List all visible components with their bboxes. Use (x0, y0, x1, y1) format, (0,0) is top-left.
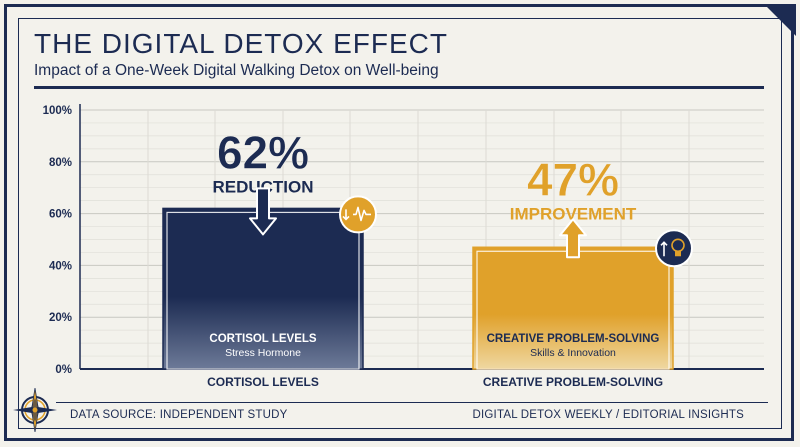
bar-inner-title: CORTISOL LEVELS (209, 333, 316, 345)
badge-circle (339, 195, 377, 234)
outer-frame (4, 4, 794, 441)
bar-value-label: 62% (217, 126, 309, 178)
bar-value-label: 47% (527, 153, 619, 205)
badge-up-arrow (660, 241, 668, 257)
badge-circle (655, 229, 693, 268)
badge-down-arrow (342, 209, 350, 221)
compass-icon (13, 387, 57, 433)
arrow-up-icon (559, 218, 587, 259)
bar-inner-subtitle: Skills & Innovation (530, 347, 616, 359)
footer-divider (56, 402, 768, 403)
y-tick-label: 100% (43, 105, 72, 117)
footer-credit: DIGITAL DETOX WEEKLY / EDITORIAL INSIGHT… (472, 409, 744, 421)
x-tick-label: CREATIVE PROBLEM-SOLVING (483, 375, 663, 389)
bar-group: CORTISOL LEVELS CORTISOL LEVELS Stress Hor… (162, 126, 377, 389)
page-subtitle: Impact of a One-Week Digital Walking Det… (34, 62, 439, 79)
title-rule (34, 86, 764, 89)
y-tick-label: 0% (55, 364, 72, 376)
bar-group: CREATIVE PROBLEM-SOLVING CREATIVE PROBLEM… (472, 153, 693, 389)
arrow-down-icon (249, 187, 277, 236)
x-tick-label: CORTISOL LEVELS (207, 375, 319, 389)
y-tick-label: 20% (49, 312, 72, 324)
bar (472, 246, 674, 370)
bar-callout: IMPROVEMENT (510, 204, 637, 223)
y-tick-label: 40% (49, 260, 72, 272)
pulse-down-icon (339, 195, 377, 234)
inner-frame (18, 18, 782, 429)
footer-source: DATA SOURCE: INDEPENDENT STUDY (70, 409, 288, 421)
lightbulb-up-icon (655, 229, 693, 268)
badge-pulse-line (353, 206, 371, 222)
bar-inner-subtitle: Stress Hormone (225, 347, 301, 359)
badge-bulb-base (675, 251, 681, 257)
bar-inner-title: CREATIVE PROBLEM-SOLVING (487, 333, 660, 345)
y-tick-label: 60% (49, 209, 72, 221)
y-tick-label: 80% (49, 157, 72, 169)
page-title: THE DIGITAL DETOX EFFECT (34, 28, 448, 59)
corner-ornament (764, 4, 796, 36)
bar-callout: REDUCTION (212, 177, 313, 196)
